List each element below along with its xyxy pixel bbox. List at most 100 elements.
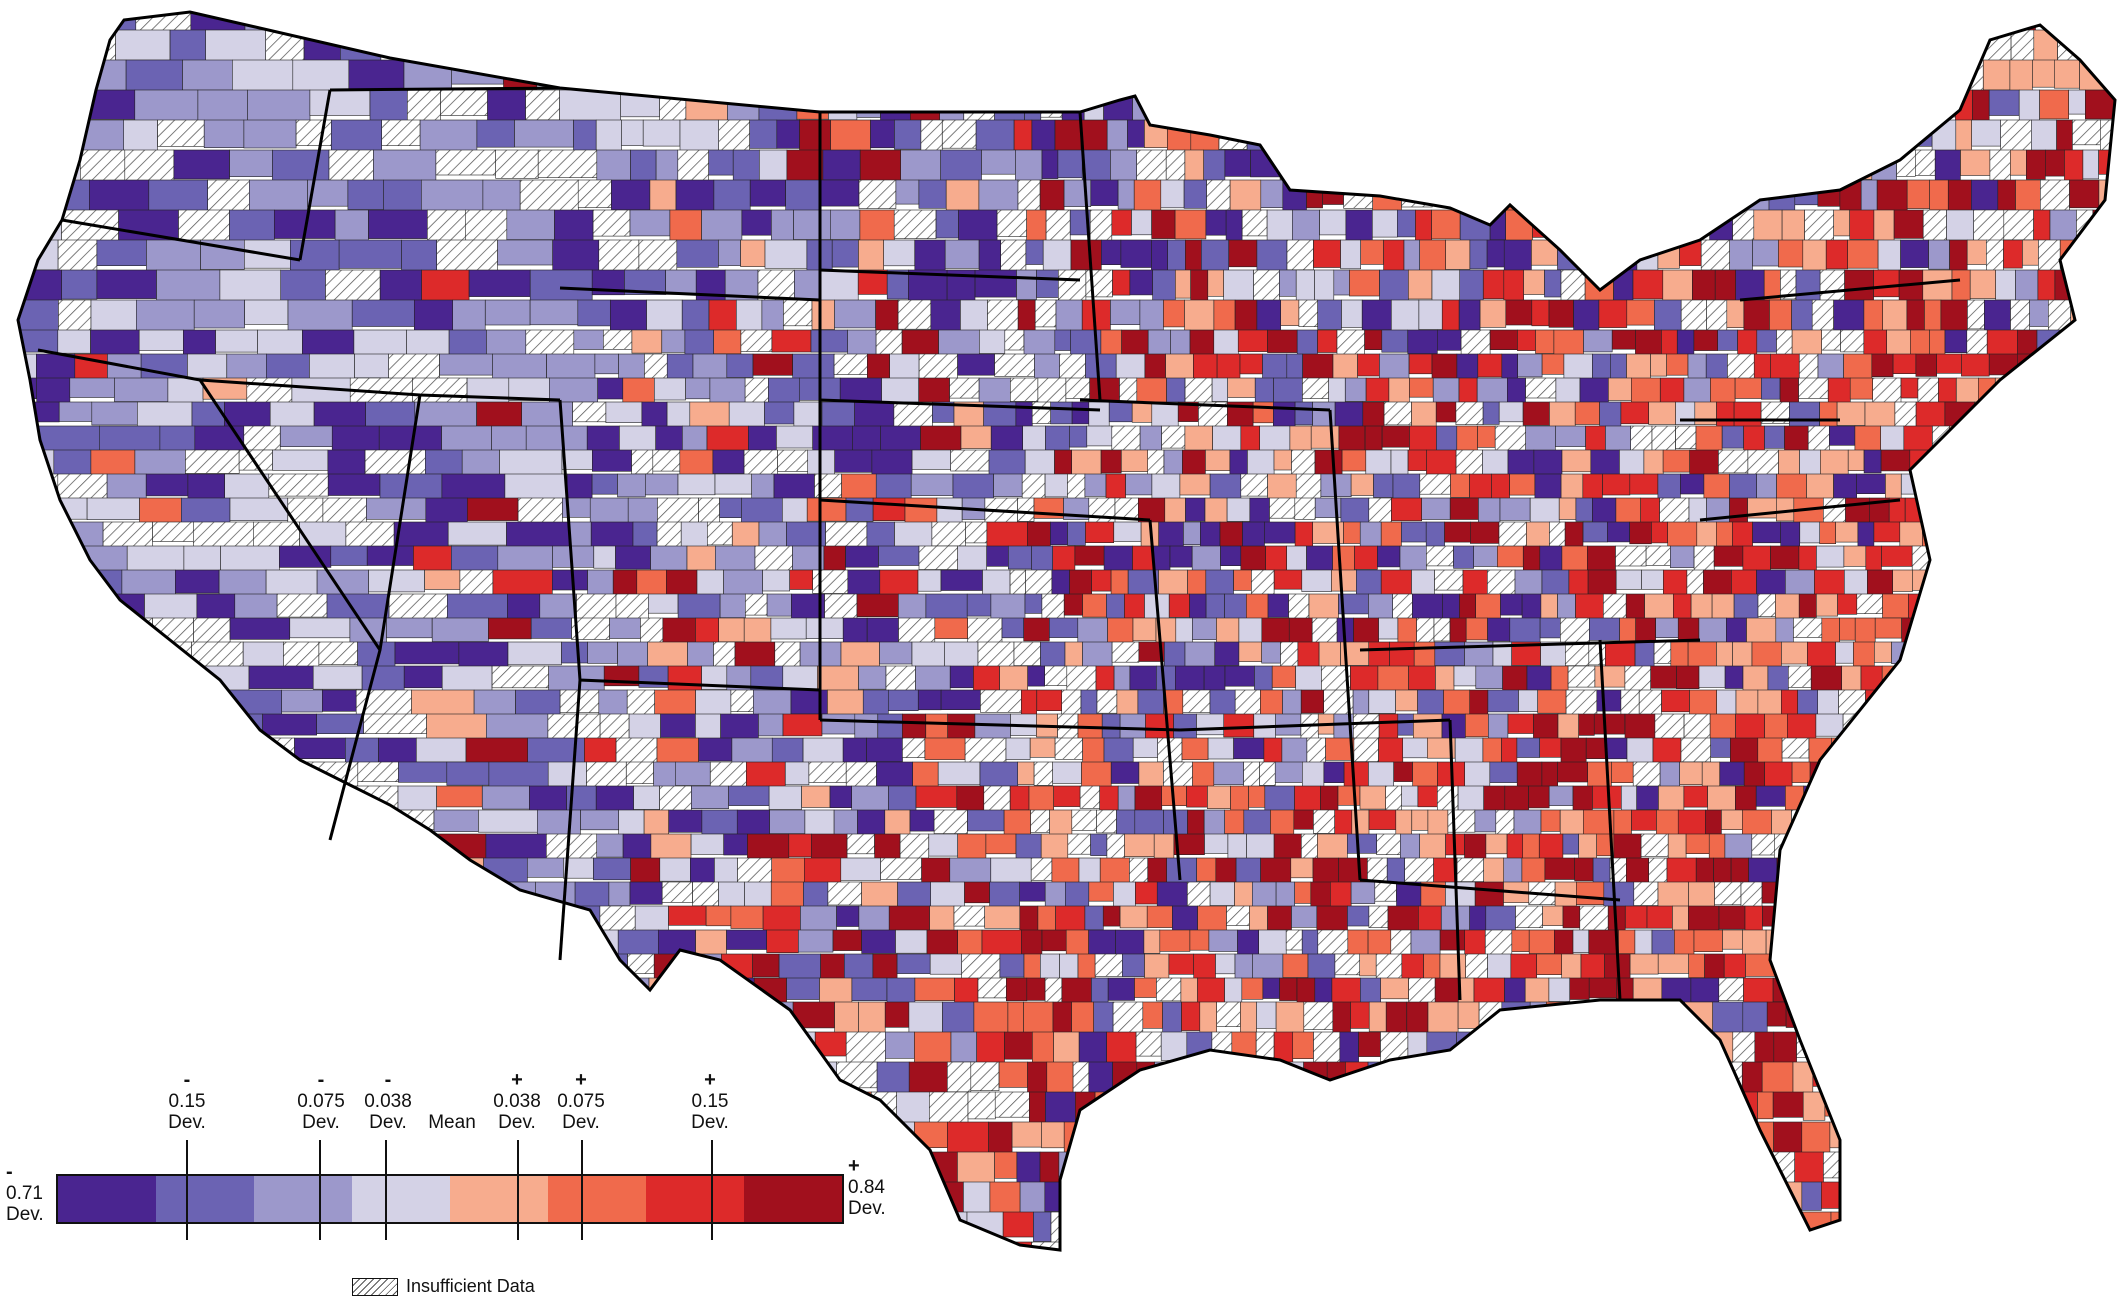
county-cell	[695, 269, 726, 304]
county-cell	[1540, 641, 1566, 670]
county-cell	[1821, 1181, 1851, 1209]
county-cell	[1157, 1302, 1184, 1312]
county-cell	[1465, 1181, 1489, 1209]
county-cell	[173, 149, 230, 180]
county-cell	[829, 785, 853, 809]
county-cell	[1091, 569, 1112, 592]
county-cell	[1639, 1001, 1661, 1033]
county-cell	[867, 1272, 902, 1306]
county-cell	[157, 119, 205, 147]
county-cell	[1949, 239, 1968, 272]
county-cell	[691, 12, 722, 35]
county-cell	[1544, 1241, 1573, 1250]
county-cell	[615, 593, 649, 621]
county-cell	[659, 857, 691, 882]
county-cell	[1412, 761, 1438, 787]
county-cell	[1836, 401, 1866, 426]
county-cell	[888, 905, 931, 934]
county-cell	[875, 473, 912, 500]
county-cell	[945, 179, 980, 211]
county-cell	[1983, 1001, 2007, 1038]
county-cell	[279, 425, 333, 448]
county-cell	[1650, 665, 1677, 689]
county-cell	[708, 1302, 743, 1312]
county-cell	[185, 449, 240, 474]
county-cell	[665, 1211, 688, 1240]
county-cell	[327, 473, 381, 496]
county-cell	[1907, 713, 1938, 745]
county-cell	[1915, 1302, 1937, 1312]
county-cell	[1230, 785, 1249, 813]
county-cell	[1658, 785, 1685, 815]
county-cell	[732, 149, 760, 186]
county-cell	[1240, 1001, 1257, 1034]
county-cell	[1400, 833, 1421, 861]
county-cell	[1147, 329, 1171, 357]
county-cell	[1208, 929, 1238, 952]
county-cell	[974, 713, 1011, 740]
county-cell	[2022, 449, 2049, 477]
county-cell	[685, 89, 728, 121]
county-cell	[1471, 1031, 1492, 1060]
county-cell	[786, 977, 820, 1000]
county-cell	[1361, 299, 1392, 331]
county-cell	[1989, 857, 2011, 879]
county-cell	[1409, 377, 1434, 398]
county-cell	[978, 239, 1001, 273]
county-cell	[1817, 353, 1844, 381]
county-cell	[1005, 977, 1028, 1002]
county-cell	[1838, 12, 1867, 28]
county-cell	[1234, 89, 1265, 125]
county-cell	[1431, 1302, 1456, 1312]
county-cell	[874, 833, 901, 861]
county-cell	[1922, 785, 1940, 812]
county-cell	[2031, 785, 2063, 812]
county-cell	[1620, 401, 1650, 425]
county-cell	[880, 1241, 910, 1250]
county-cell	[2035, 12, 2063, 27]
county-cell	[1456, 425, 1478, 455]
county-cell	[137, 401, 193, 428]
county-cell	[1448, 149, 1468, 185]
county-cell	[1226, 1121, 1249, 1153]
county-cell	[1592, 1001, 1616, 1036]
county-cell	[1875, 881, 1902, 914]
county-cell	[1509, 1031, 1538, 1058]
county-cell	[1733, 401, 1762, 428]
county-cell	[1550, 209, 1580, 248]
county-cell	[1479, 299, 1507, 328]
county-cell	[631, 449, 654, 475]
county-cell	[888, 785, 917, 814]
county-cell	[1861, 737, 1893, 759]
county-cell	[1885, 953, 1907, 974]
county-cell	[398, 761, 448, 783]
county-cell	[1040, 953, 1060, 980]
county-cell	[1067, 473, 1086, 502]
county-cell	[1234, 1241, 1252, 1250]
county-cell	[2012, 521, 2030, 549]
county-cell	[1953, 593, 1984, 619]
county-cell	[1704, 1181, 1731, 1211]
county-cell	[1680, 299, 1707, 332]
county-cell	[784, 1181, 812, 1213]
county-cell	[1474, 809, 1497, 833]
county-cell	[1273, 569, 1303, 590]
county-cell	[767, 1241, 797, 1250]
county-cell	[1511, 929, 1530, 952]
county-cell	[884, 1031, 915, 1059]
county-cell	[2045, 149, 2065, 177]
county-cell	[1837, 593, 1858, 615]
county-cell	[2123, 618, 2128, 638]
county-cell	[1255, 1211, 1285, 1237]
county-cell	[561, 641, 589, 664]
county-cell	[1584, 1181, 1602, 1218]
county-cell	[1999, 1181, 2031, 1212]
county-cell	[1164, 497, 1186, 523]
county-cell	[1301, 149, 1326, 185]
county-cell	[967, 1091, 996, 1120]
county-cell	[397, 12, 461, 33]
county-cell	[744, 593, 768, 616]
county-cell	[218, 569, 267, 596]
county-cell	[190, 1001, 226, 1032]
county-cell	[1026, 977, 1046, 1001]
